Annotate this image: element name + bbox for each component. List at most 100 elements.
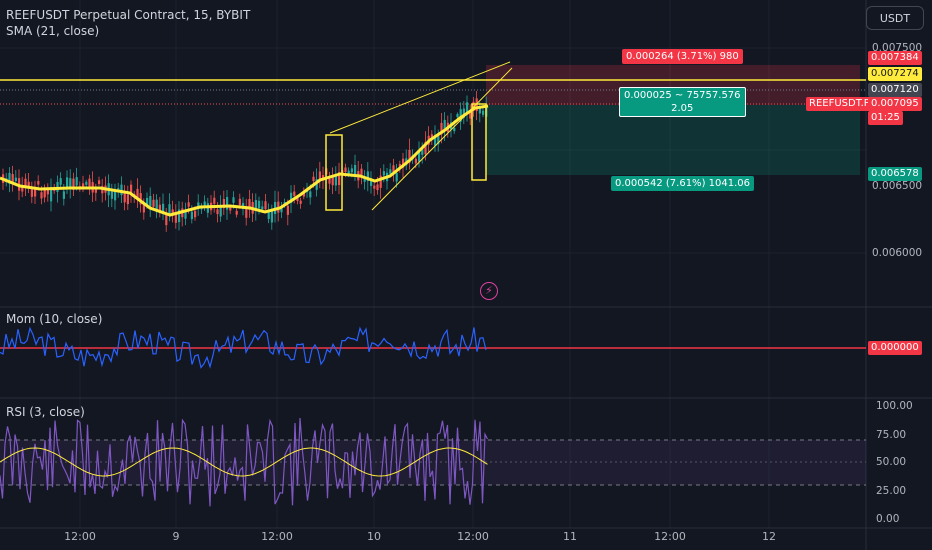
- candlestick-series: [2, 91, 488, 232]
- price-tick: 0.006500: [872, 180, 923, 192]
- candle-body: [72, 178, 75, 190]
- candle-body: [482, 110, 485, 115]
- candle-body: [347, 170, 350, 175]
- candle-body: [130, 184, 133, 193]
- time-tick: 10: [367, 530, 381, 543]
- momentum-line: [0, 326, 487, 369]
- candle-body: [466, 102, 469, 113]
- entry-label[interactable]: 0.000025 ~ 75757.576 2.05: [619, 87, 746, 117]
- candle-body: [203, 201, 206, 207]
- candle-body: [155, 199, 158, 210]
- rsi-ma-line: [0, 447, 488, 477]
- candle-body: [171, 209, 174, 216]
- candle-body: [216, 209, 219, 215]
- candle-body: [264, 201, 267, 210]
- currency-button[interactable]: USDT: [866, 6, 924, 30]
- highlight-box-2[interactable]: [471, 103, 487, 181]
- candle-body: [82, 183, 85, 189]
- candle-body: [402, 158, 405, 168]
- candle-body: [318, 171, 321, 182]
- candle-body: [360, 168, 363, 177]
- stop-loss-label[interactable]: 0.000264 (3.71%) 980: [622, 49, 743, 64]
- time-tick: 9: [172, 530, 180, 543]
- candle-body: [88, 178, 91, 187]
- candle-body: [258, 200, 261, 209]
- sma-indicator-title[interactable]: SMA (21, close): [6, 24, 100, 38]
- candle-body: [434, 134, 437, 146]
- candle-body: [126, 194, 129, 205]
- candle-body: [27, 181, 30, 189]
- candle-body: [379, 175, 382, 188]
- sma-line: [0, 104, 489, 217]
- candle-body: [414, 158, 417, 164]
- time-tick: 12:00: [457, 530, 489, 543]
- take-profit-label[interactable]: 0.000542 (7.61%) 1041.06: [611, 176, 754, 191]
- candle-body: [299, 200, 302, 204]
- candle-body: [197, 202, 200, 209]
- candle-body: [75, 177, 78, 186]
- candle-body: [194, 210, 197, 218]
- candle-body: [424, 141, 427, 155]
- rsi-tick: 50.00: [876, 456, 907, 468]
- candle-body: [296, 197, 299, 202]
- candle-body: [178, 209, 181, 223]
- last-price-label: 0.007095: [868, 97, 922, 111]
- grid-lines: [0, 0, 866, 528]
- candle-body: [43, 189, 46, 198]
- candle-body: [62, 191, 65, 199]
- highlight-box-1[interactable]: [325, 134, 343, 211]
- candle-body: [443, 119, 446, 131]
- candle-body: [421, 149, 424, 155]
- symbol-title[interactable]: REEFUSDT Perpetual Contract, 15, BYBIT: [6, 8, 251, 22]
- candle-body: [453, 127, 456, 132]
- candle-body: [286, 205, 289, 215]
- candle-body: [46, 190, 49, 195]
- candle-body: [187, 202, 190, 207]
- rising-wedge-drawing[interactable]: [329, 61, 513, 211]
- candle-body: [142, 203, 145, 213]
- candle-body: [338, 172, 341, 186]
- candle-body: [469, 110, 472, 119]
- candle-body: [363, 176, 366, 182]
- candle-body: [373, 185, 376, 189]
- candle-body: [376, 184, 379, 191]
- level-price-label: 0.007120: [868, 83, 922, 97]
- time-tick: 12:00: [64, 530, 96, 543]
- candle-body: [85, 181, 88, 185]
- candle-body: [354, 164, 357, 175]
- candle-body: [37, 181, 40, 185]
- candle-body: [334, 175, 337, 186]
- candle-body: [462, 108, 465, 118]
- candle-body: [165, 214, 168, 226]
- candle-body: [398, 163, 401, 169]
- candle-body: [226, 197, 229, 210]
- lightning-icon[interactable]: ⚡: [480, 282, 498, 300]
- candle-body: [152, 199, 155, 207]
- rsi-line: [0, 417, 489, 507]
- candle-body: [472, 101, 475, 111]
- candle-body: [66, 177, 69, 189]
- candle-body: [98, 180, 101, 185]
- candle-body: [190, 211, 193, 220]
- candle-body: [24, 178, 27, 188]
- candle-body: [302, 192, 305, 197]
- candle-body: [366, 171, 369, 182]
- candle-body: [222, 198, 225, 209]
- candle-body: [293, 191, 296, 196]
- candle-body: [478, 107, 481, 114]
- candle-body: [146, 197, 149, 206]
- horizontal-line-price-label: 0.007274: [868, 67, 922, 81]
- candle-body: [315, 179, 318, 190]
- rsi-indicator-title[interactable]: RSI (3, close): [6, 405, 85, 419]
- target-price-label: 0.006578: [868, 167, 922, 181]
- candle-body: [184, 210, 187, 219]
- momentum-indicator-title[interactable]: Mom (10, close): [6, 312, 103, 326]
- candle-body: [344, 167, 347, 173]
- candle-body: [139, 193, 142, 205]
- candle-body: [280, 205, 283, 213]
- candle-body: [309, 191, 312, 198]
- candle-body: [34, 186, 37, 197]
- rsi-tick: 25.00: [876, 485, 907, 497]
- candle-body: [11, 174, 14, 184]
